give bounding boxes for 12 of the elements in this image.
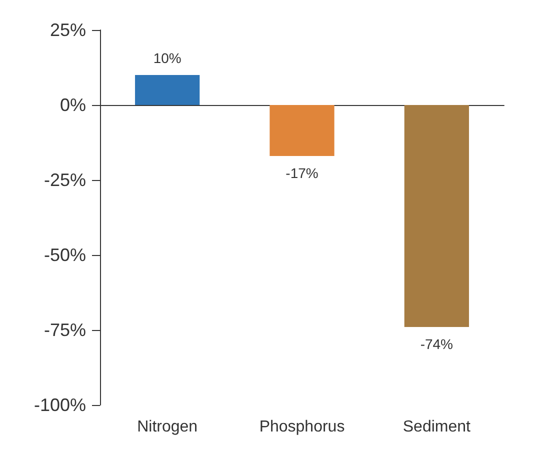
data-label: 10% [153,50,182,66]
x-tick-label: Sediment [402,418,472,436]
y-tick-label: -100% [34,395,86,415]
y-tick-label: -50% [44,245,86,265]
data-label: -74% [420,336,454,352]
x-tick-label: Phosphorus [259,418,345,436]
y-tick-label: -25% [44,170,86,190]
y-tick-label: 25% [50,20,86,40]
x-tick-label: Nitrogen [137,418,198,436]
data-label: -17% [286,165,318,181]
y-tick-label: 0% [60,95,86,115]
y-tick-label: -75% [44,320,86,340]
